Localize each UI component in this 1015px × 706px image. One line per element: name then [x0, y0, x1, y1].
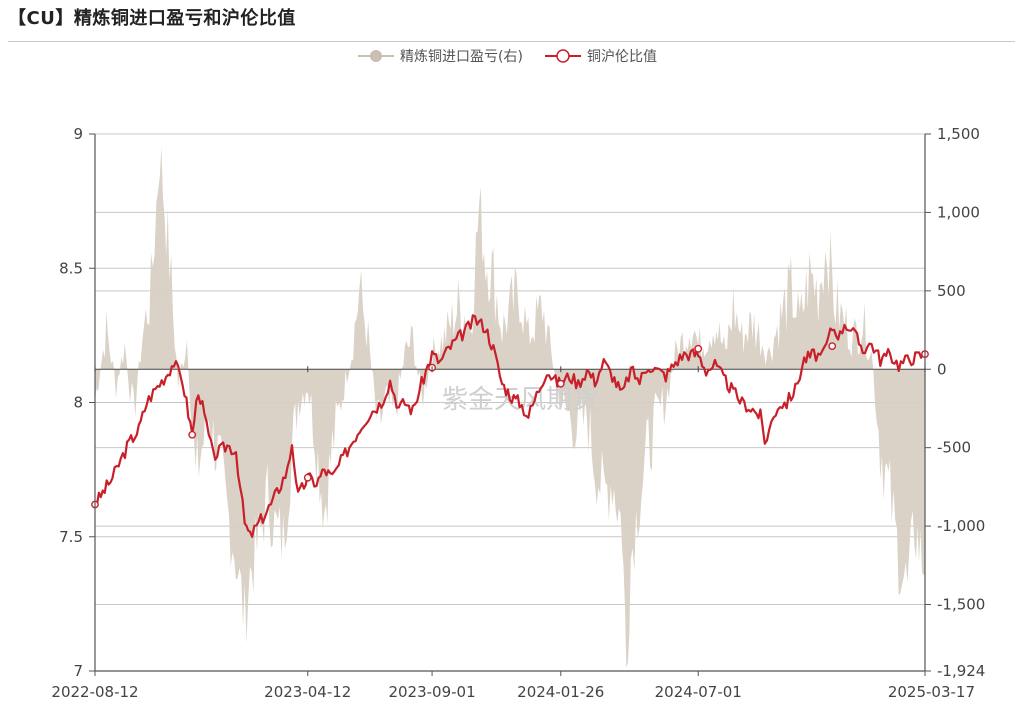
ratio-point-5 — [694, 344, 703, 353]
legend-item-ratio[interactable]: 铜沪伦比值 — [544, 46, 657, 66]
title-divider — [8, 41, 1015, 42]
x-tick-label-5: 2025-03-17 — [888, 683, 975, 701]
legend-item-import-profit[interactable]: 精炼铜进口盈亏(右) — [358, 46, 523, 66]
right-tick-label-0: -1,924 — [937, 662, 985, 680]
left-tick-label-2: 8 — [73, 394, 83, 412]
filled-circle-icon — [358, 50, 395, 62]
hollow-circle-icon — [544, 49, 581, 63]
watermark: 紫金天风期货 — [442, 385, 598, 415]
ratio-point-6 — [828, 342, 837, 351]
left-tick-label-0: 7 — [73, 662, 83, 680]
ratio-point-2 — [303, 473, 312, 482]
import-profit-area — [95, 146, 925, 668]
x-tick-label-2: 2023-09-01 — [388, 683, 475, 701]
right-tick-label-4: 0 — [937, 360, 947, 378]
chart-legend[interactable]: 精炼铜进口盈亏(右) 铜沪伦比值 — [0, 46, 1015, 66]
page-title: 【CU】精炼铜进口盈亏和沪伦比值 — [8, 8, 296, 29]
x-tick-label-1: 2023-04-12 — [264, 683, 351, 701]
right-tick-label-5: 500 — [937, 282, 966, 300]
left-tick-label-1: 7.5 — [59, 528, 83, 546]
ratio-point-1 — [188, 430, 197, 439]
legend-label-ratio: 铜沪伦比值 — [586, 49, 657, 65]
legend-label-import-profit: 精炼铜进口盈亏(右) — [400, 49, 523, 65]
right-tick-label-1: -1,500 — [937, 596, 985, 614]
left-tick-label-3: 8.5 — [59, 259, 83, 277]
x-tick-label-4: 2024-07-01 — [655, 683, 742, 701]
x-tick-label-3: 2024-01-26 — [517, 683, 604, 701]
right-tick-label-7: 1,500 — [937, 125, 980, 143]
right-tick-label-3: -500 — [937, 439, 971, 457]
left-tick-label-4: 9 — [73, 125, 83, 143]
ratio-point-4 — [556, 379, 565, 388]
ratio-line — [94, 314, 926, 538]
right-tick-label-6: 1,000 — [937, 203, 980, 221]
x-tick-label-0: 2022-08-12 — [51, 683, 138, 701]
right-tick-label-2: -1,000 — [937, 517, 985, 535]
